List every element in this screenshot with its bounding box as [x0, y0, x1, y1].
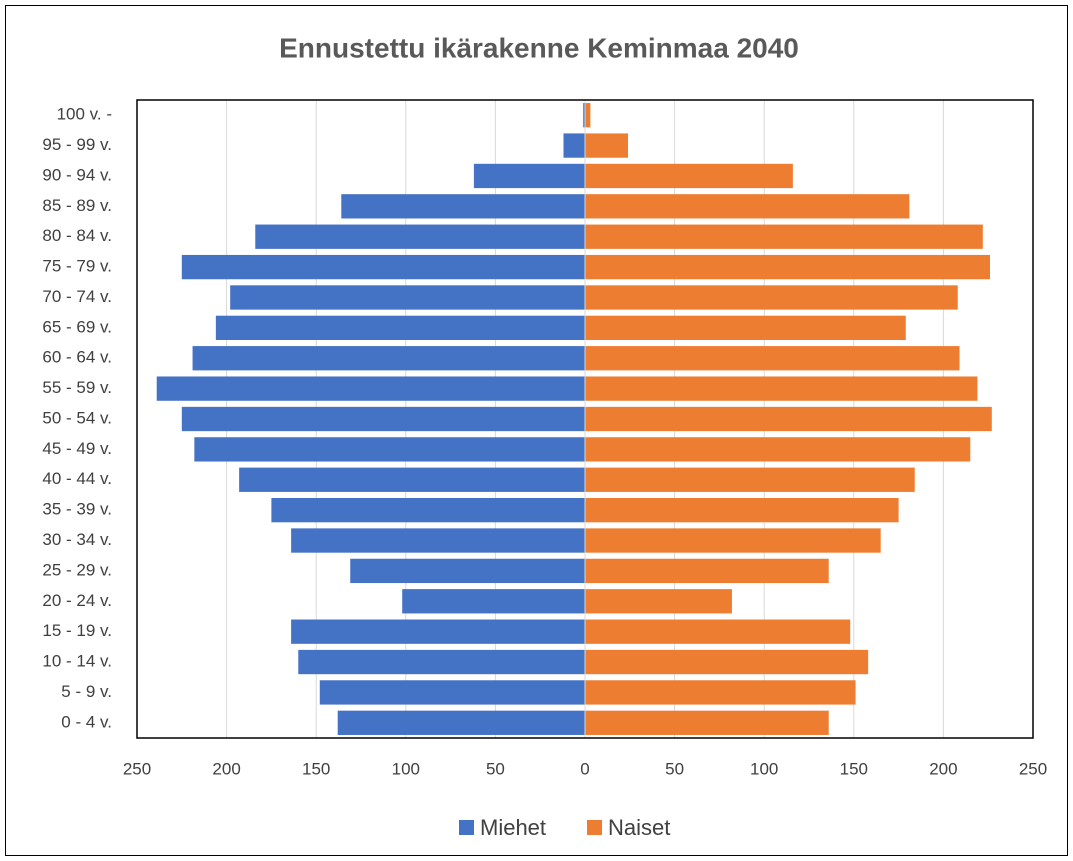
y-tick-label: 80 - 84 v. — [42, 226, 112, 245]
y-tick-label: 20 - 24 v. — [42, 591, 112, 610]
bar — [473, 163, 585, 189]
bar — [192, 346, 585, 371]
bar — [350, 558, 585, 584]
bar — [585, 589, 732, 614]
y-tick-label: 60 - 64 v. — [42, 348, 112, 367]
bar — [585, 528, 881, 553]
bar — [585, 497, 899, 523]
y-tick-label: 30 - 34 v. — [42, 530, 112, 549]
y-tick-label: 5 - 9 v. — [61, 682, 112, 701]
bar — [585, 194, 910, 219]
bar — [230, 285, 585, 310]
bar — [585, 163, 793, 189]
y-tick-label: 50 - 54 v. — [42, 408, 112, 427]
x-tick-label: 50 — [486, 759, 505, 778]
bar — [563, 133, 585, 158]
bar — [215, 315, 585, 341]
bar — [585, 285, 958, 310]
bar — [156, 376, 585, 401]
bar — [585, 103, 591, 128]
bar — [585, 619, 851, 644]
x-tick-label: 250 — [1019, 759, 1047, 778]
y-tick-label: 70 - 74 v. — [42, 287, 112, 306]
bar — [181, 254, 586, 280]
chart-title: Ennustettu ikärakenne Keminmaa 2040 — [279, 32, 799, 63]
legend-label: Miehet — [480, 815, 546, 840]
y-tick-label: 35 - 39 v. — [42, 500, 112, 519]
x-tick-label: 150 — [302, 759, 330, 778]
y-tick-label: 10 - 14 v. — [42, 652, 112, 671]
x-tick-label: 100 — [750, 759, 778, 778]
bar — [291, 528, 585, 553]
bar — [585, 710, 829, 735]
bar — [255, 224, 585, 249]
bar — [585, 254, 990, 280]
bar — [585, 346, 960, 371]
bar — [585, 315, 906, 341]
x-tick-label: 250 — [123, 759, 151, 778]
bar — [583, 103, 585, 128]
y-tick-label: 55 - 59 v. — [42, 378, 112, 397]
y-tick-label: 65 - 69 v. — [42, 317, 112, 336]
bar — [239, 467, 586, 492]
bar — [181, 406, 586, 432]
bar — [271, 497, 585, 523]
bar — [291, 619, 585, 644]
bar — [194, 437, 585, 462]
bar — [319, 680, 585, 705]
y-tick-label: 15 - 19 v. — [42, 621, 112, 640]
x-tick-label: 200 — [212, 759, 240, 778]
bar — [341, 194, 585, 219]
y-tick-label: 90 - 94 v. — [42, 165, 112, 184]
bar — [402, 589, 585, 614]
y-tick-label: 45 - 49 v. — [42, 439, 112, 458]
y-tick-label: 100 v. - — [57, 105, 112, 124]
bar — [585, 376, 978, 401]
y-tick-label: 40 - 44 v. — [42, 469, 112, 488]
y-tick-label: 95 - 99 v. — [42, 135, 112, 154]
bar — [585, 437, 971, 462]
bar — [298, 649, 585, 675]
bar — [585, 224, 983, 249]
bar — [585, 649, 869, 675]
bar — [585, 133, 629, 158]
bar — [585, 680, 856, 705]
legend-swatch — [587, 820, 602, 835]
y-tick-label: 0 - 4 v. — [61, 712, 112, 731]
x-tick-label: 200 — [929, 759, 957, 778]
bar — [585, 467, 915, 492]
bar — [585, 558, 829, 584]
x-tick-label: 0 — [580, 759, 589, 778]
bar — [585, 406, 992, 432]
x-tick-label: 150 — [840, 759, 868, 778]
y-tick-label: 85 - 89 v. — [42, 196, 112, 215]
legend-label: Naiset — [608, 815, 670, 840]
bar — [337, 710, 585, 735]
y-tick-label: 25 - 29 v. — [42, 560, 112, 579]
plot-border — [136, 99, 1034, 739]
x-tick-label: 50 — [665, 759, 684, 778]
legend-swatch — [459, 820, 474, 835]
y-tick-label: 75 - 79 v. — [42, 257, 112, 276]
x-tick-label: 100 — [392, 759, 420, 778]
